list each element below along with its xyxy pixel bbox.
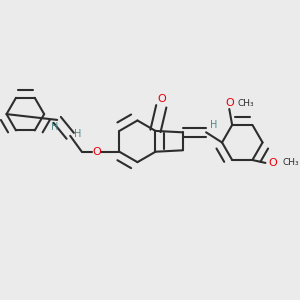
Text: CH₃: CH₃: [283, 158, 299, 167]
Text: O: O: [157, 94, 166, 104]
Text: O: O: [225, 98, 234, 108]
Text: H: H: [74, 128, 81, 139]
Text: H: H: [210, 120, 217, 130]
Text: O: O: [268, 158, 277, 168]
Text: H: H: [51, 122, 58, 132]
Text: O: O: [92, 147, 100, 157]
Text: CH₃: CH₃: [238, 99, 255, 108]
